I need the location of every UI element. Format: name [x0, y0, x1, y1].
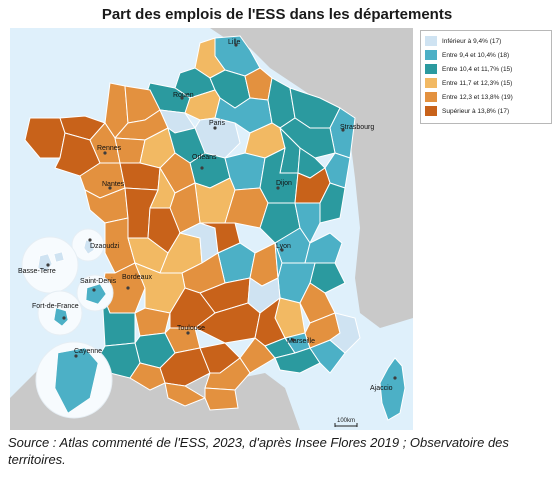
city-labels: Lille Rouen Paris Strasbourg Rennes Orlé… [18, 39, 393, 392]
legend-item: Inférieur à 9,4% (17) [425, 35, 501, 47]
dept-pyrenees-orientales [204, 387, 239, 411]
legend: Inférieur à 9,4% (17) Entre 9,4 et 10,4%… [420, 30, 552, 124]
metropolitan-france [24, 35, 361, 411]
island-guadeloupe [37, 253, 53, 273]
city-label-saint-denis: Saint-Denis [80, 278, 117, 285]
island-reunion [85, 283, 107, 305]
legend-label: Entre 12,3 et 13,8% (19) [442, 93, 513, 101]
dept-lot-et-garonne [134, 307, 171, 337]
dept-alpes-maritimes [329, 312, 361, 354]
city-label-cayenne: Cayenne [74, 348, 102, 355]
legend-swatch [425, 50, 437, 60]
legend-item: Supérieur à 13,8% (17) [425, 105, 509, 117]
city-label-dijon: Dijon [276, 180, 292, 187]
legend-swatch [425, 64, 437, 74]
city-label-rouen: Rouen [173, 92, 194, 99]
dept-hautes-pyrenees [129, 362, 166, 391]
legend-label: Entre 11,7 et 12,3% (15) [442, 79, 513, 87]
city-label-orleans: Orléans [192, 154, 217, 161]
dept-hautes-alpes [299, 282, 336, 324]
legend-swatch [425, 92, 437, 102]
city-label-fort-de-france: Fort-de-France [32, 303, 79, 310]
island-mayotte [83, 239, 95, 255]
scale-bar: 100km [334, 418, 358, 427]
city-label-strasbourg: Strasbourg [340, 124, 374, 131]
map: Lille Rouen Paris Strasbourg Rennes Orlé… [10, 28, 413, 430]
legend-item: Entre 12,3 et 13,8% (19) [425, 91, 513, 103]
city-label-basse-terre: Basse-Terre [18, 268, 56, 275]
legend-item: Entre 11,7 et 12,3% (15) [425, 77, 512, 89]
legend-label: Supérieur à 13,8% (17) [442, 107, 510, 115]
overseas-insets [21, 228, 114, 419]
corsica [379, 357, 406, 421]
dept-landes [101, 292, 136, 347]
scale-label: 100km [337, 418, 355, 424]
city-label-rennes: Rennes [97, 145, 122, 152]
city-label-ajaccio: Ajaccio [370, 385, 393, 392]
legend-label: Entre 9,4 et 10,4% (18) [442, 51, 510, 59]
dept-ariege [164, 382, 207, 407]
legend-swatch [425, 106, 437, 116]
legend-label: Inférieur à 9,4% (17) [442, 37, 502, 45]
city-label-lille: Lille [228, 39, 241, 46]
legend-item: Entre 10,4 et 11,7% (15) [425, 63, 512, 75]
city-label-nantes: Nantes [102, 181, 125, 188]
map-title: Part des emplois de l'ESS dans les dépar… [101, 6, 453, 23]
city-label-paris: Paris [209, 120, 225, 127]
legend-swatch [425, 78, 437, 88]
guyane [54, 347, 99, 414]
island-guadeloupe-east [53, 251, 65, 263]
legend-label: Entre 10,4 et 11,7% (15) [442, 65, 513, 73]
city-label-dzaoudzi: Dzaoudzi [90, 243, 120, 250]
city-markers [46, 43, 397, 380]
city-label-toulouse: Toulouse [177, 325, 205, 332]
legend-swatch [425, 36, 437, 46]
legend-item: Entre 9,4 et 10,4% (18) [425, 49, 509, 61]
city-label-bordeaux: Bordeaux [122, 274, 152, 281]
dept-jura [294, 202, 321, 244]
island-martinique [53, 307, 69, 327]
source-note: Source : Atlas commenté de l'ESS, 2023, … [8, 435, 509, 467]
city-label-marseille: Marseille [287, 338, 315, 345]
city-label-lyon: Lyon [276, 243, 291, 250]
dept-maine-et-loire [119, 162, 161, 191]
